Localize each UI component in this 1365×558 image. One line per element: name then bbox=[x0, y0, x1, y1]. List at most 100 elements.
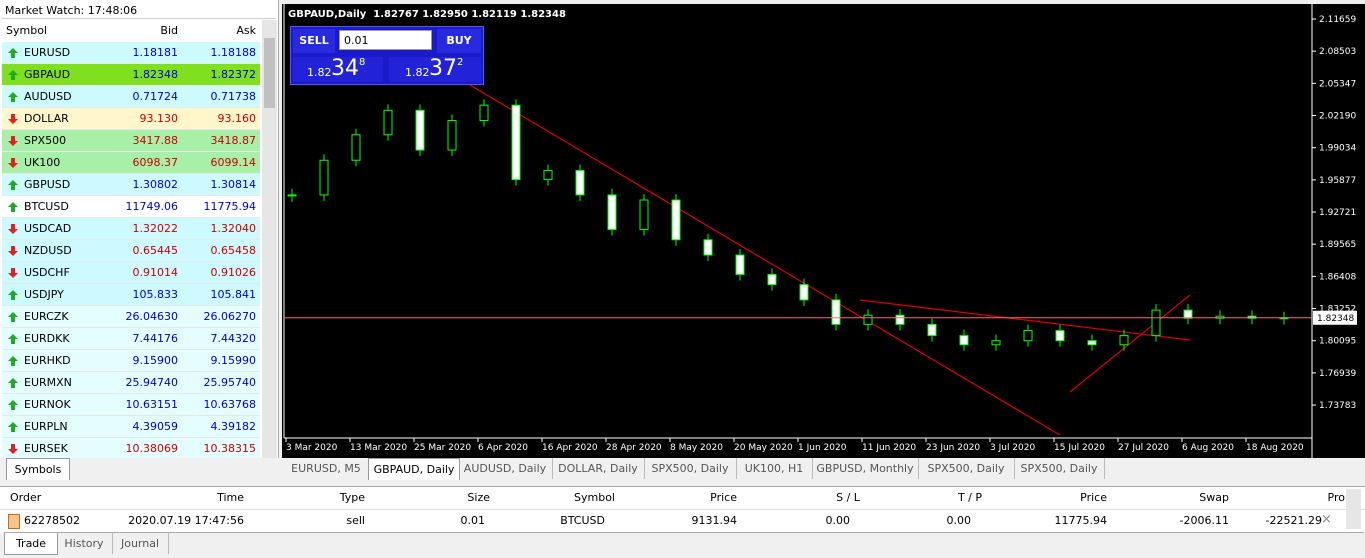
terminal-tab[interactable]: Journal bbox=[112, 533, 169, 554]
chart-tab[interactable]: EURUSD, M5 bbox=[284, 458, 369, 479]
trend-line bbox=[1069, 294, 1191, 393]
ask: 105.841 bbox=[210, 288, 257, 301]
chart-tab[interactable]: DOLLAR, Daily bbox=[552, 458, 645, 479]
column-header[interactable]: Time bbox=[217, 491, 244, 504]
column-header[interactable]: Swap bbox=[1199, 491, 1229, 504]
bid: 1.32022 bbox=[132, 222, 179, 235]
bid: 0.91014 bbox=[132, 266, 179, 279]
lot-input[interactable]: 0.01 bbox=[339, 30, 432, 50]
column-header[interactable]: Symbol bbox=[574, 491, 615, 504]
symbol-row[interactable]: AUDUSD 0.71724 0.71738 bbox=[2, 86, 260, 108]
chart-tab[interactable]: GBPUSD, Monthly bbox=[812, 458, 919, 479]
symbol-row[interactable]: EURCZK 26.04630 26.06270 bbox=[2, 306, 260, 328]
arrow-shape bbox=[8, 70, 18, 80]
ask: 1.30814 bbox=[210, 178, 257, 191]
symbol-row[interactable]: DOLLAR 93.130 93.160 bbox=[2, 108, 260, 130]
column-header[interactable]: Price bbox=[710, 491, 737, 504]
candle-body bbox=[1119, 335, 1129, 346]
symbol-row[interactable]: GBPUSD 1.30802 1.30814 bbox=[2, 174, 260, 196]
trend-arrow bbox=[8, 268, 18, 278]
symbol: USDCHF bbox=[24, 266, 70, 279]
symbol-row[interactable]: USDJPY 105.833 105.841 bbox=[2, 284, 260, 306]
chart-tab[interactable]: UK100, H1 bbox=[736, 458, 813, 479]
symbol-row[interactable]: EURMXN 25.94740 25.95740 bbox=[2, 372, 260, 394]
order-cell[interactable]: 0.00 bbox=[825, 514, 851, 527]
column-header[interactable]: Size bbox=[467, 491, 490, 504]
candle-body bbox=[639, 199, 649, 231]
chart-tab[interactable]: SPX500, Daily bbox=[1014, 458, 1105, 479]
symbol-row[interactable]: USDCAD 1.32022 1.32040 bbox=[2, 218, 260, 240]
symbol-row[interactable]: GBPAUD 1.82348 1.82372 bbox=[2, 64, 260, 86]
y-tick-label: 1.83252 bbox=[1319, 305, 1356, 315]
chart-tab[interactable]: AUDUSD, Daily bbox=[458, 458, 553, 479]
order-cell[interactable]: 0.00 bbox=[946, 514, 972, 527]
scrollbar[interactable] bbox=[1346, 489, 1361, 529]
y-tick-label: 2.08503 bbox=[1319, 47, 1356, 57]
terminal-tab[interactable]: History bbox=[56, 533, 113, 554]
close-order[interactable]: × bbox=[1321, 512, 1332, 527]
sell-button[interactable]: SELL bbox=[293, 29, 335, 53]
order-cell[interactable]: sell bbox=[346, 514, 365, 527]
order-cell[interactable]: 0.01 bbox=[460, 514, 486, 527]
column-header[interactable]: S / L bbox=[836, 491, 860, 504]
symbol-row[interactable]: BTCUSD 11749.06 11775.94 bbox=[2, 196, 260, 218]
candle-body bbox=[991, 340, 1001, 346]
column-header[interactable]: Price bbox=[1080, 491, 1107, 504]
y-tick-label: 1.73783 bbox=[1319, 401, 1356, 411]
symbol-row[interactable]: USDCHF 0.91014 0.91026 bbox=[2, 262, 260, 284]
header-symbol[interactable]: Symbol bbox=[6, 24, 47, 37]
symbols-tab[interactable]: Symbols bbox=[6, 458, 70, 480]
scrollbar[interactable] bbox=[262, 20, 277, 458]
chart-tab[interactable]: GBPAUD, Daily bbox=[368, 458, 460, 480]
symbol-row[interactable]: EURUSD 1.18181 1.18188 bbox=[2, 42, 260, 64]
last-price-label: 1.82348 bbox=[1317, 314, 1354, 324]
candle-body bbox=[1151, 309, 1161, 337]
symbol-row[interactable]: NZDUSD 0.65445 0.65458 bbox=[2, 240, 260, 262]
header-ask[interactable]: Ask bbox=[236, 24, 256, 37]
column-header[interactable]: T / P bbox=[957, 491, 983, 504]
symbol-row[interactable]: EURSEK 10.38069 10.38315 bbox=[2, 438, 260, 458]
terminal-tab[interactable]: Trade bbox=[4, 533, 58, 555]
symbol-row[interactable]: EURHKD 9.15900 9.15990 bbox=[2, 350, 260, 372]
order-cell[interactable]: 11775.94 bbox=[1054, 514, 1108, 527]
chart-tab[interactable]: SPX500, Daily bbox=[918, 458, 1015, 479]
order-cell[interactable]: 9131.94 bbox=[691, 514, 738, 527]
symbol-row[interactable]: EURPLN 4.39059 4.39182 bbox=[2, 416, 260, 438]
symbol-row[interactable]: UK100 6098.37 6099.14 bbox=[2, 152, 260, 174]
x-tick-label: 15 Jul 2020 bbox=[1054, 443, 1105, 453]
row-divider bbox=[0, 509, 1365, 510]
header-bid[interactable]: Bid bbox=[160, 24, 178, 37]
candle-body bbox=[1055, 329, 1065, 342]
bid: 0.71724 bbox=[132, 90, 179, 103]
bid: 1.82348 bbox=[132, 68, 179, 81]
buy-price-point: 2 bbox=[457, 57, 464, 68]
symbol: USDCAD bbox=[24, 222, 72, 235]
candle-body bbox=[575, 169, 585, 196]
order-cell[interactable]: 62278502 bbox=[24, 514, 80, 527]
buy-price[interactable]: 1.82 37 2 bbox=[389, 56, 481, 82]
bid: 105.833 bbox=[132, 288, 179, 301]
y-tick-label: 1.99034 bbox=[1319, 144, 1356, 154]
chart-tab[interactable]: SPX500, Daily bbox=[644, 458, 737, 479]
sell-price[interactable]: 1.82 34 8 bbox=[293, 56, 383, 82]
column-header[interactable]: Order bbox=[10, 491, 42, 504]
x-tick-label: 11 Jun 2020 bbox=[862, 443, 916, 453]
candle-body bbox=[287, 194, 297, 197]
bid: 93.130 bbox=[139, 112, 179, 125]
symbol-row[interactable]: EURDKK 7.44176 7.44320 bbox=[2, 328, 260, 350]
order-cell[interactable]: -2006.11 bbox=[1179, 514, 1229, 527]
order-cell[interactable]: BTCUSD bbox=[560, 514, 605, 527]
x-tick-label: 3 Jul 2020 bbox=[990, 443, 1035, 453]
order-cell[interactable]: 2020.07.19 17:47:56 bbox=[128, 514, 244, 527]
scroll-thumb[interactable] bbox=[264, 38, 275, 108]
column-header[interactable]: Type bbox=[339, 491, 365, 504]
symbol-row[interactable]: EURNOK 10.63151 10.63768 bbox=[2, 394, 260, 416]
buy-button[interactable]: BUY bbox=[437, 29, 481, 53]
order-cell[interactable]: -22521.29 bbox=[1265, 514, 1322, 527]
arrow-shape bbox=[8, 378, 18, 388]
symbol-row[interactable]: SPX500 3417.88 3418.87 bbox=[2, 130, 260, 152]
candle-body bbox=[831, 299, 841, 325]
sell-price-pips: 34 bbox=[331, 56, 359, 81]
column-header[interactable]: Pro bbox=[1327, 491, 1345, 504]
one-click-panel: SELL 0.01 BUY 1.82 34 8 1.82 37 2 bbox=[290, 26, 484, 85]
